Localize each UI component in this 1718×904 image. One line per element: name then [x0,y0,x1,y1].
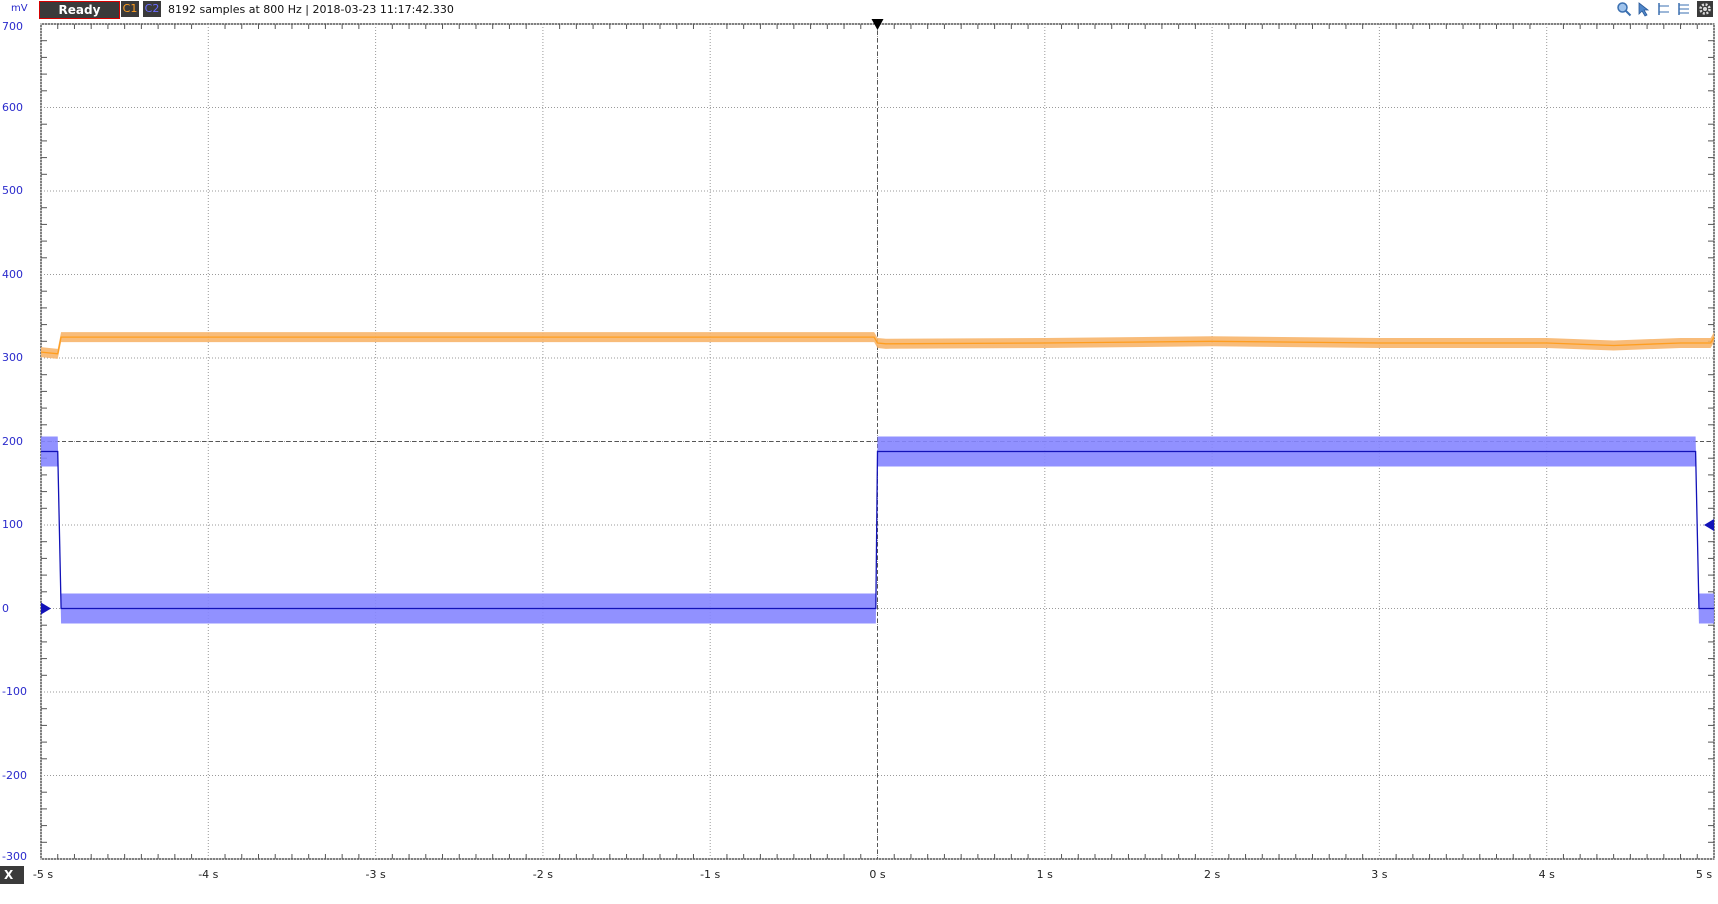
y-unit-label: mV [11,3,28,14]
y-tick-label: 600 [2,100,23,114]
settings-icon[interactable] [1697,1,1713,17]
x-tick-label: 1 s [1036,868,1053,881]
series-line-c1 [40,336,1715,355]
status-button[interactable]: Ready [39,1,120,19]
y-tick-label: 700 [2,20,23,33]
x-tick-label: -1 s [700,868,721,881]
x-tick-label: -2 s [532,868,553,881]
y-tick-label: 100 [2,518,23,531]
cursor-right-icon[interactable] [1676,1,1692,17]
x-tick-label: 2 s [1203,868,1221,881]
y-tick-label: 500 [2,184,23,197]
series-band-c2 [41,436,1714,624]
x-tick-label: -4 s [198,868,219,881]
x-button-label: X [4,868,14,882]
acquisition-info: 8192 samples at 800 Hz | 2018-03-23 11:1… [168,3,454,16]
scope-plot[interactable] [0,0,1718,884]
chevron-down-icon: ▼ [6,890,13,899]
trigger-marker [871,19,884,30]
x-axis-menu-button[interactable]: X ▼ [0,866,24,899]
y-tick-label: -300 [2,850,27,863]
x-tick-label: -5 s [32,868,54,881]
y-tick-label: 400 [2,267,23,281]
x-tick-label: 4 s [1538,868,1555,881]
channel1-button[interactable]: C1 [121,1,139,17]
series-line-c2 [41,450,1714,610]
y-tick-label: -200 [2,768,27,782]
channel2-button[interactable]: C2 [143,1,161,17]
x-tick-label: -3 s [365,868,386,881]
x-tick-label: 3 s [1371,868,1388,881]
x-tick-label: 5 s [1695,868,1713,881]
toolbar: mV Ready C1 C2 8192 samples at 800 Hz | … [0,0,1718,19]
cursor-left-icon[interactable] [1656,1,1672,17]
trigger-level-marker [1704,519,1714,531]
y-tick-label: 200 [2,434,23,448]
y-tick-label: -100 [2,685,27,698]
x-tick-label: 0 s [869,868,886,881]
y-tick-label: 300 [2,351,23,364]
y-tick-label: 0 [2,601,9,615]
zoom-icon[interactable] [1616,1,1632,17]
cursor-icon[interactable] [1636,1,1652,17]
series-band-c1 [41,332,1714,359]
channel2-offset-marker [41,602,51,615]
